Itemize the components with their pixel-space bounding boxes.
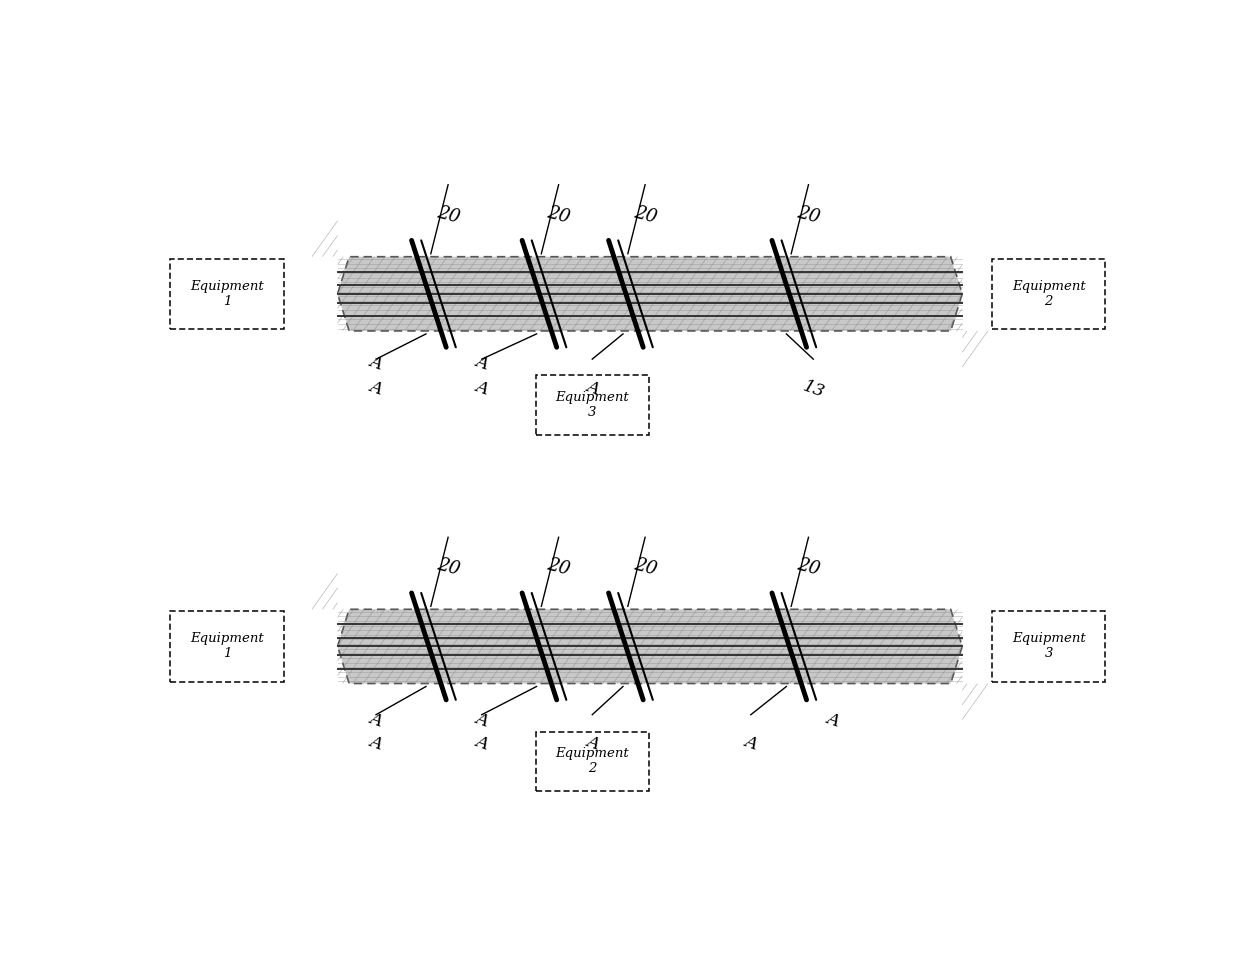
Text: 20: 20	[435, 203, 461, 227]
Text: 20: 20	[795, 556, 822, 579]
Text: Equipment
3: Equipment 3	[556, 391, 629, 419]
Text: A: A	[472, 734, 491, 754]
Text: Equipment
3: Equipment 3	[1012, 632, 1085, 660]
Polygon shape	[992, 258, 1105, 329]
Text: Equipment
2: Equipment 2	[556, 747, 629, 775]
Text: 20: 20	[631, 203, 658, 227]
Text: Equipment
1: Equipment 1	[190, 632, 264, 660]
Polygon shape	[170, 258, 284, 329]
Text: A: A	[584, 378, 601, 398]
Text: A: A	[472, 710, 491, 730]
Text: A: A	[367, 378, 384, 398]
Text: 20: 20	[795, 203, 822, 227]
Text: A: A	[367, 710, 384, 730]
Text: A: A	[584, 734, 601, 754]
Text: Equipment
1: Equipment 1	[190, 280, 264, 308]
Text: A: A	[823, 710, 841, 730]
Polygon shape	[170, 611, 284, 682]
Text: 20: 20	[435, 556, 461, 579]
Text: 20: 20	[546, 203, 572, 227]
Text: A: A	[367, 734, 384, 754]
Text: 20: 20	[546, 556, 572, 579]
Polygon shape	[536, 376, 649, 435]
Text: A: A	[367, 353, 384, 373]
Text: A: A	[742, 734, 760, 754]
Polygon shape	[992, 611, 1105, 682]
Text: A: A	[472, 378, 491, 398]
Text: A: A	[472, 353, 491, 373]
Text: 20: 20	[631, 556, 658, 579]
Polygon shape	[337, 256, 962, 331]
Text: 13: 13	[800, 378, 827, 401]
Polygon shape	[337, 609, 962, 683]
Polygon shape	[536, 732, 649, 791]
Text: Equipment
2: Equipment 2	[1012, 280, 1085, 308]
